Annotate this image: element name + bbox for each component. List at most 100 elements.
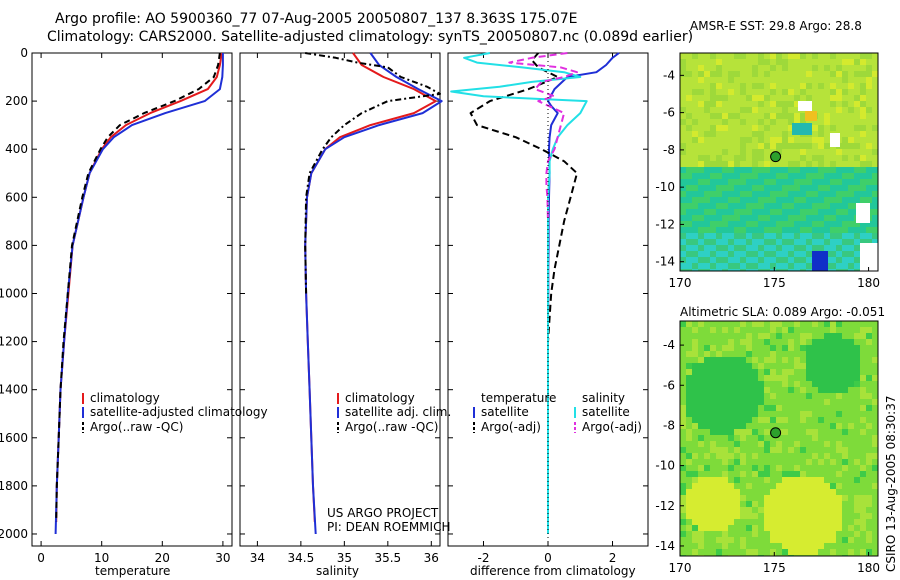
heatmap-cell [788, 161, 794, 167]
heatmap-cell [692, 381, 698, 387]
heatmap-cell [830, 387, 836, 393]
heatmap-cell [824, 381, 830, 387]
heatmap-cell [722, 191, 728, 197]
heatmap-cell [788, 327, 794, 333]
heatmap-cell [752, 83, 758, 89]
heatmap-cell [824, 167, 830, 173]
heatmap-cell [776, 495, 782, 501]
heatmap-cell [680, 65, 686, 71]
heatmap-cell [710, 501, 716, 507]
heatmap-cell [758, 333, 764, 339]
heatmap-cell [788, 173, 794, 179]
heatmap-cell [698, 501, 704, 507]
heatmap-cell [764, 95, 770, 101]
heatmap-cell [824, 197, 830, 203]
heatmap-cell [872, 375, 878, 381]
heatmap-cell [788, 471, 794, 477]
heatmap-cell [818, 221, 824, 227]
x-tick-label: 2 [609, 551, 617, 565]
heatmap-cell [734, 405, 740, 411]
heatmap-cell [842, 227, 848, 233]
heatmap-cell [764, 113, 770, 119]
heatmap-cell [728, 399, 734, 405]
heatmap-cell [752, 471, 758, 477]
heatmap-cell [752, 357, 758, 363]
heatmap-cell [698, 71, 704, 77]
map-y-tick-label: -12 [655, 499, 675, 513]
heatmap-cell [710, 161, 716, 167]
heatmap-cell [800, 239, 806, 245]
heatmap-cell [692, 221, 698, 227]
heatmap-cell [746, 215, 752, 221]
heatmap-cell [740, 239, 746, 245]
heatmap-cell [680, 107, 686, 113]
heatmap-cell [710, 53, 716, 59]
heatmap-cell [698, 531, 704, 537]
heatmap-cell [710, 345, 716, 351]
heatmap-cell [788, 369, 794, 375]
heatmap-cell [698, 89, 704, 95]
heatmap-cell [758, 381, 764, 387]
heatmap-cell [722, 245, 728, 251]
heatmap-cell [716, 125, 722, 131]
heatmap-cell [818, 357, 824, 363]
heatmap-cell [842, 143, 848, 149]
sla-map-frame [679, 320, 879, 557]
heatmap-cell [752, 155, 758, 161]
legend-label: satellite [582, 405, 630, 419]
heatmap-cell [740, 185, 746, 191]
x-tick-label: 0 [37, 551, 45, 565]
heatmap-cell [782, 483, 788, 489]
heatmap-cell [710, 327, 716, 333]
heatmap-cell [830, 525, 836, 531]
heatmap-cell [812, 519, 818, 525]
map-x-tick-label: 170 [669, 561, 692, 575]
heatmap-cell [764, 513, 770, 519]
salinity-series [304, 52, 443, 535]
heatmap-cell [788, 185, 794, 191]
heatmap-cell [854, 351, 860, 357]
heatmap-cell [770, 227, 776, 233]
heatmap-cell [770, 191, 776, 197]
difference-series [450, 52, 620, 546]
heatmap-cell [812, 495, 818, 501]
heatmap-cell [716, 489, 722, 495]
heatmap-cell [800, 227, 806, 233]
heatmap-cell [716, 173, 722, 179]
heatmap-cell [746, 269, 752, 271]
heatmap-cell [794, 519, 800, 525]
heatmap-cell [806, 209, 812, 215]
heatmap-cell [692, 537, 698, 543]
heatmap-cell [698, 185, 704, 191]
heatmap-cell [872, 149, 878, 155]
heatmap-cell [872, 173, 878, 179]
heatmap-cell [704, 393, 710, 399]
heatmap-cell [746, 333, 752, 339]
heatmap-cell [836, 495, 842, 501]
heatmap-cell [698, 167, 704, 173]
heatmap-cell [704, 215, 710, 221]
heatmap-cell [740, 381, 746, 387]
heatmap-cell [866, 53, 872, 59]
heatmap-cell [734, 381, 740, 387]
heatmap-cell [854, 59, 860, 65]
heatmap-cell [866, 221, 872, 227]
heatmap-cell [848, 245, 854, 251]
heatmap-cell [722, 459, 728, 465]
heatmap-cell [800, 119, 806, 125]
heatmap-cell [704, 411, 710, 417]
heatmap-cell [788, 203, 794, 209]
heatmap-cell [788, 221, 794, 227]
heatmap-cell [836, 239, 842, 245]
heatmap-cell [734, 257, 740, 263]
heatmap-cell [860, 131, 866, 137]
heatmap-cell [866, 143, 872, 149]
heatmap-cell [716, 351, 722, 357]
heatmap-cell [758, 59, 764, 65]
heatmap-cell [740, 215, 746, 221]
heatmap-cell [830, 357, 836, 363]
x-tick-label: 30 [215, 551, 230, 565]
heatmap-cell [704, 525, 710, 531]
heatmap-cell [716, 59, 722, 65]
heatmap-cell [854, 101, 860, 107]
